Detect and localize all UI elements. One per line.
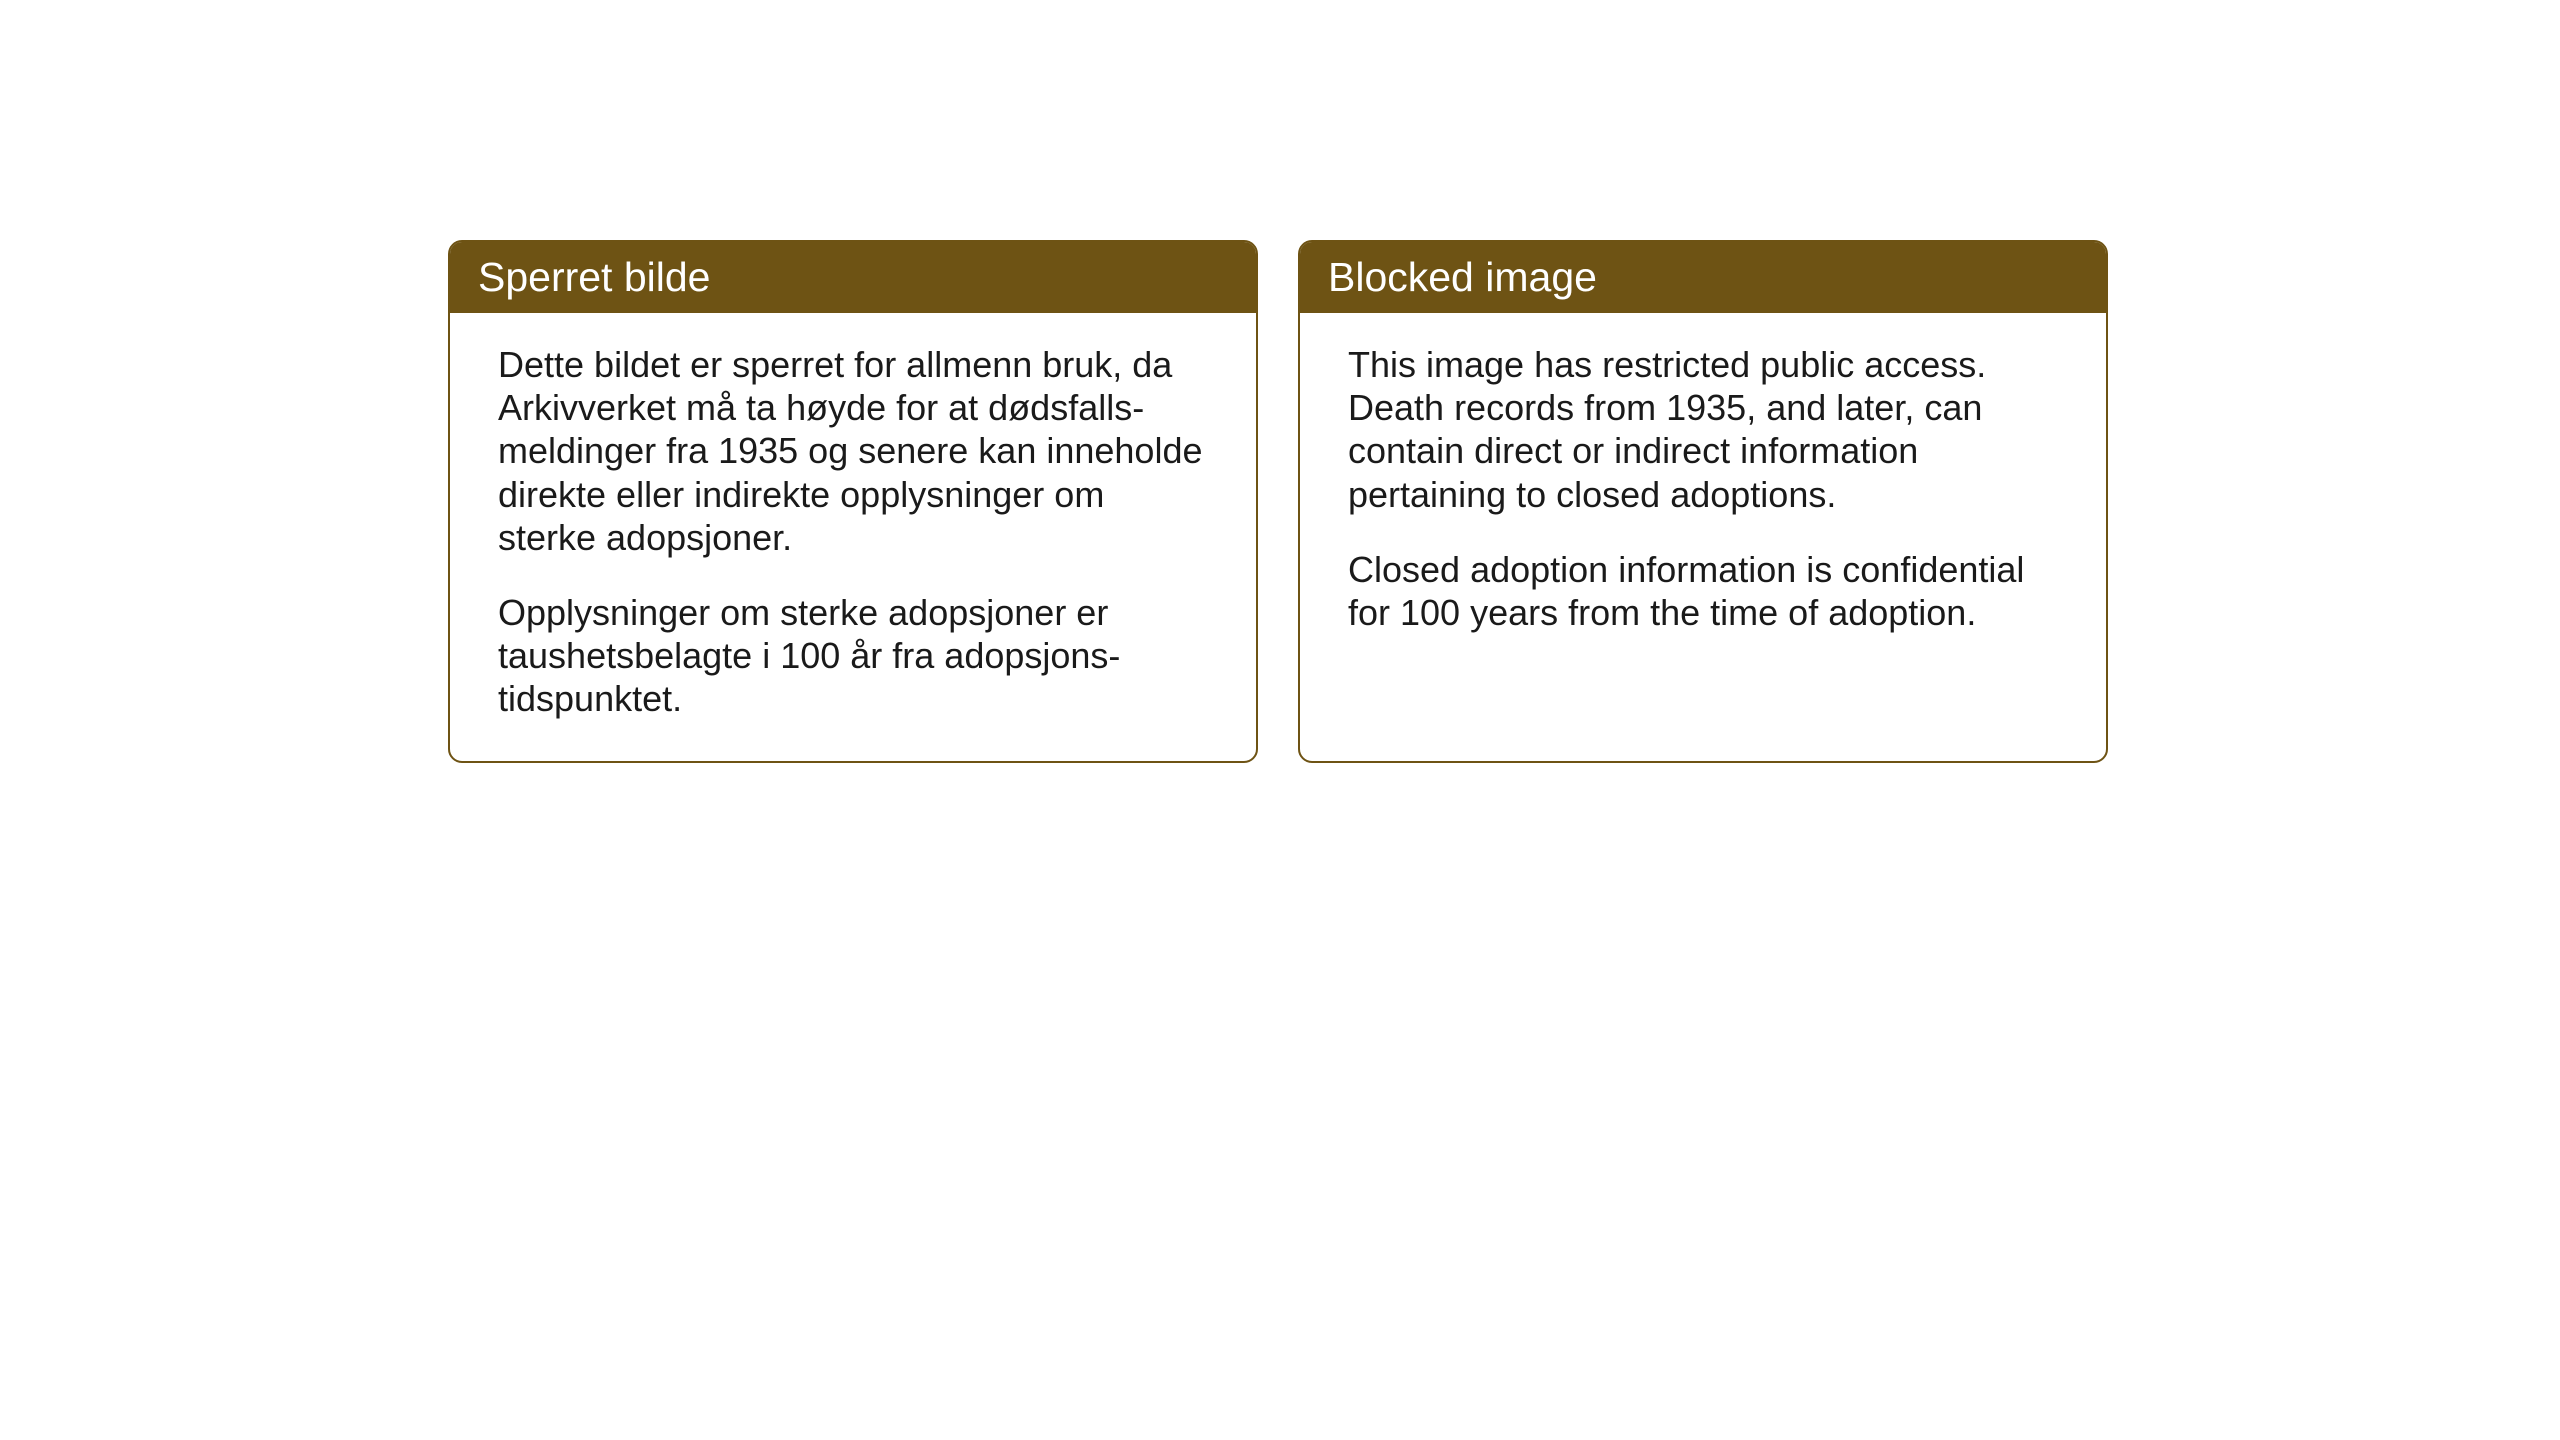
card-body-norwegian: Dette bildet er sperret for allmenn bruk… [450, 313, 1256, 761]
notice-card-norwegian: Sperret bilde Dette bildet er sperret fo… [448, 240, 1258, 763]
card-paragraph-1-norwegian: Dette bildet er sperret for allmenn bruk… [498, 343, 1208, 559]
card-title-norwegian: Sperret bilde [478, 254, 710, 300]
card-paragraph-2-norwegian: Opplysninger om sterke adopsjoner er tau… [498, 591, 1208, 721]
card-paragraph-2-english: Closed adoption information is confident… [1348, 548, 2058, 634]
notice-card-english: Blocked image This image has restricted … [1298, 240, 2108, 763]
card-title-english: Blocked image [1328, 254, 1597, 300]
notice-cards-container: Sperret bilde Dette bildet er sperret fo… [448, 240, 2108, 763]
card-paragraph-1-english: This image has restricted public access.… [1348, 343, 2058, 516]
card-header-norwegian: Sperret bilde [450, 242, 1256, 313]
card-header-english: Blocked image [1300, 242, 2106, 313]
card-body-english: This image has restricted public access.… [1300, 313, 2106, 753]
